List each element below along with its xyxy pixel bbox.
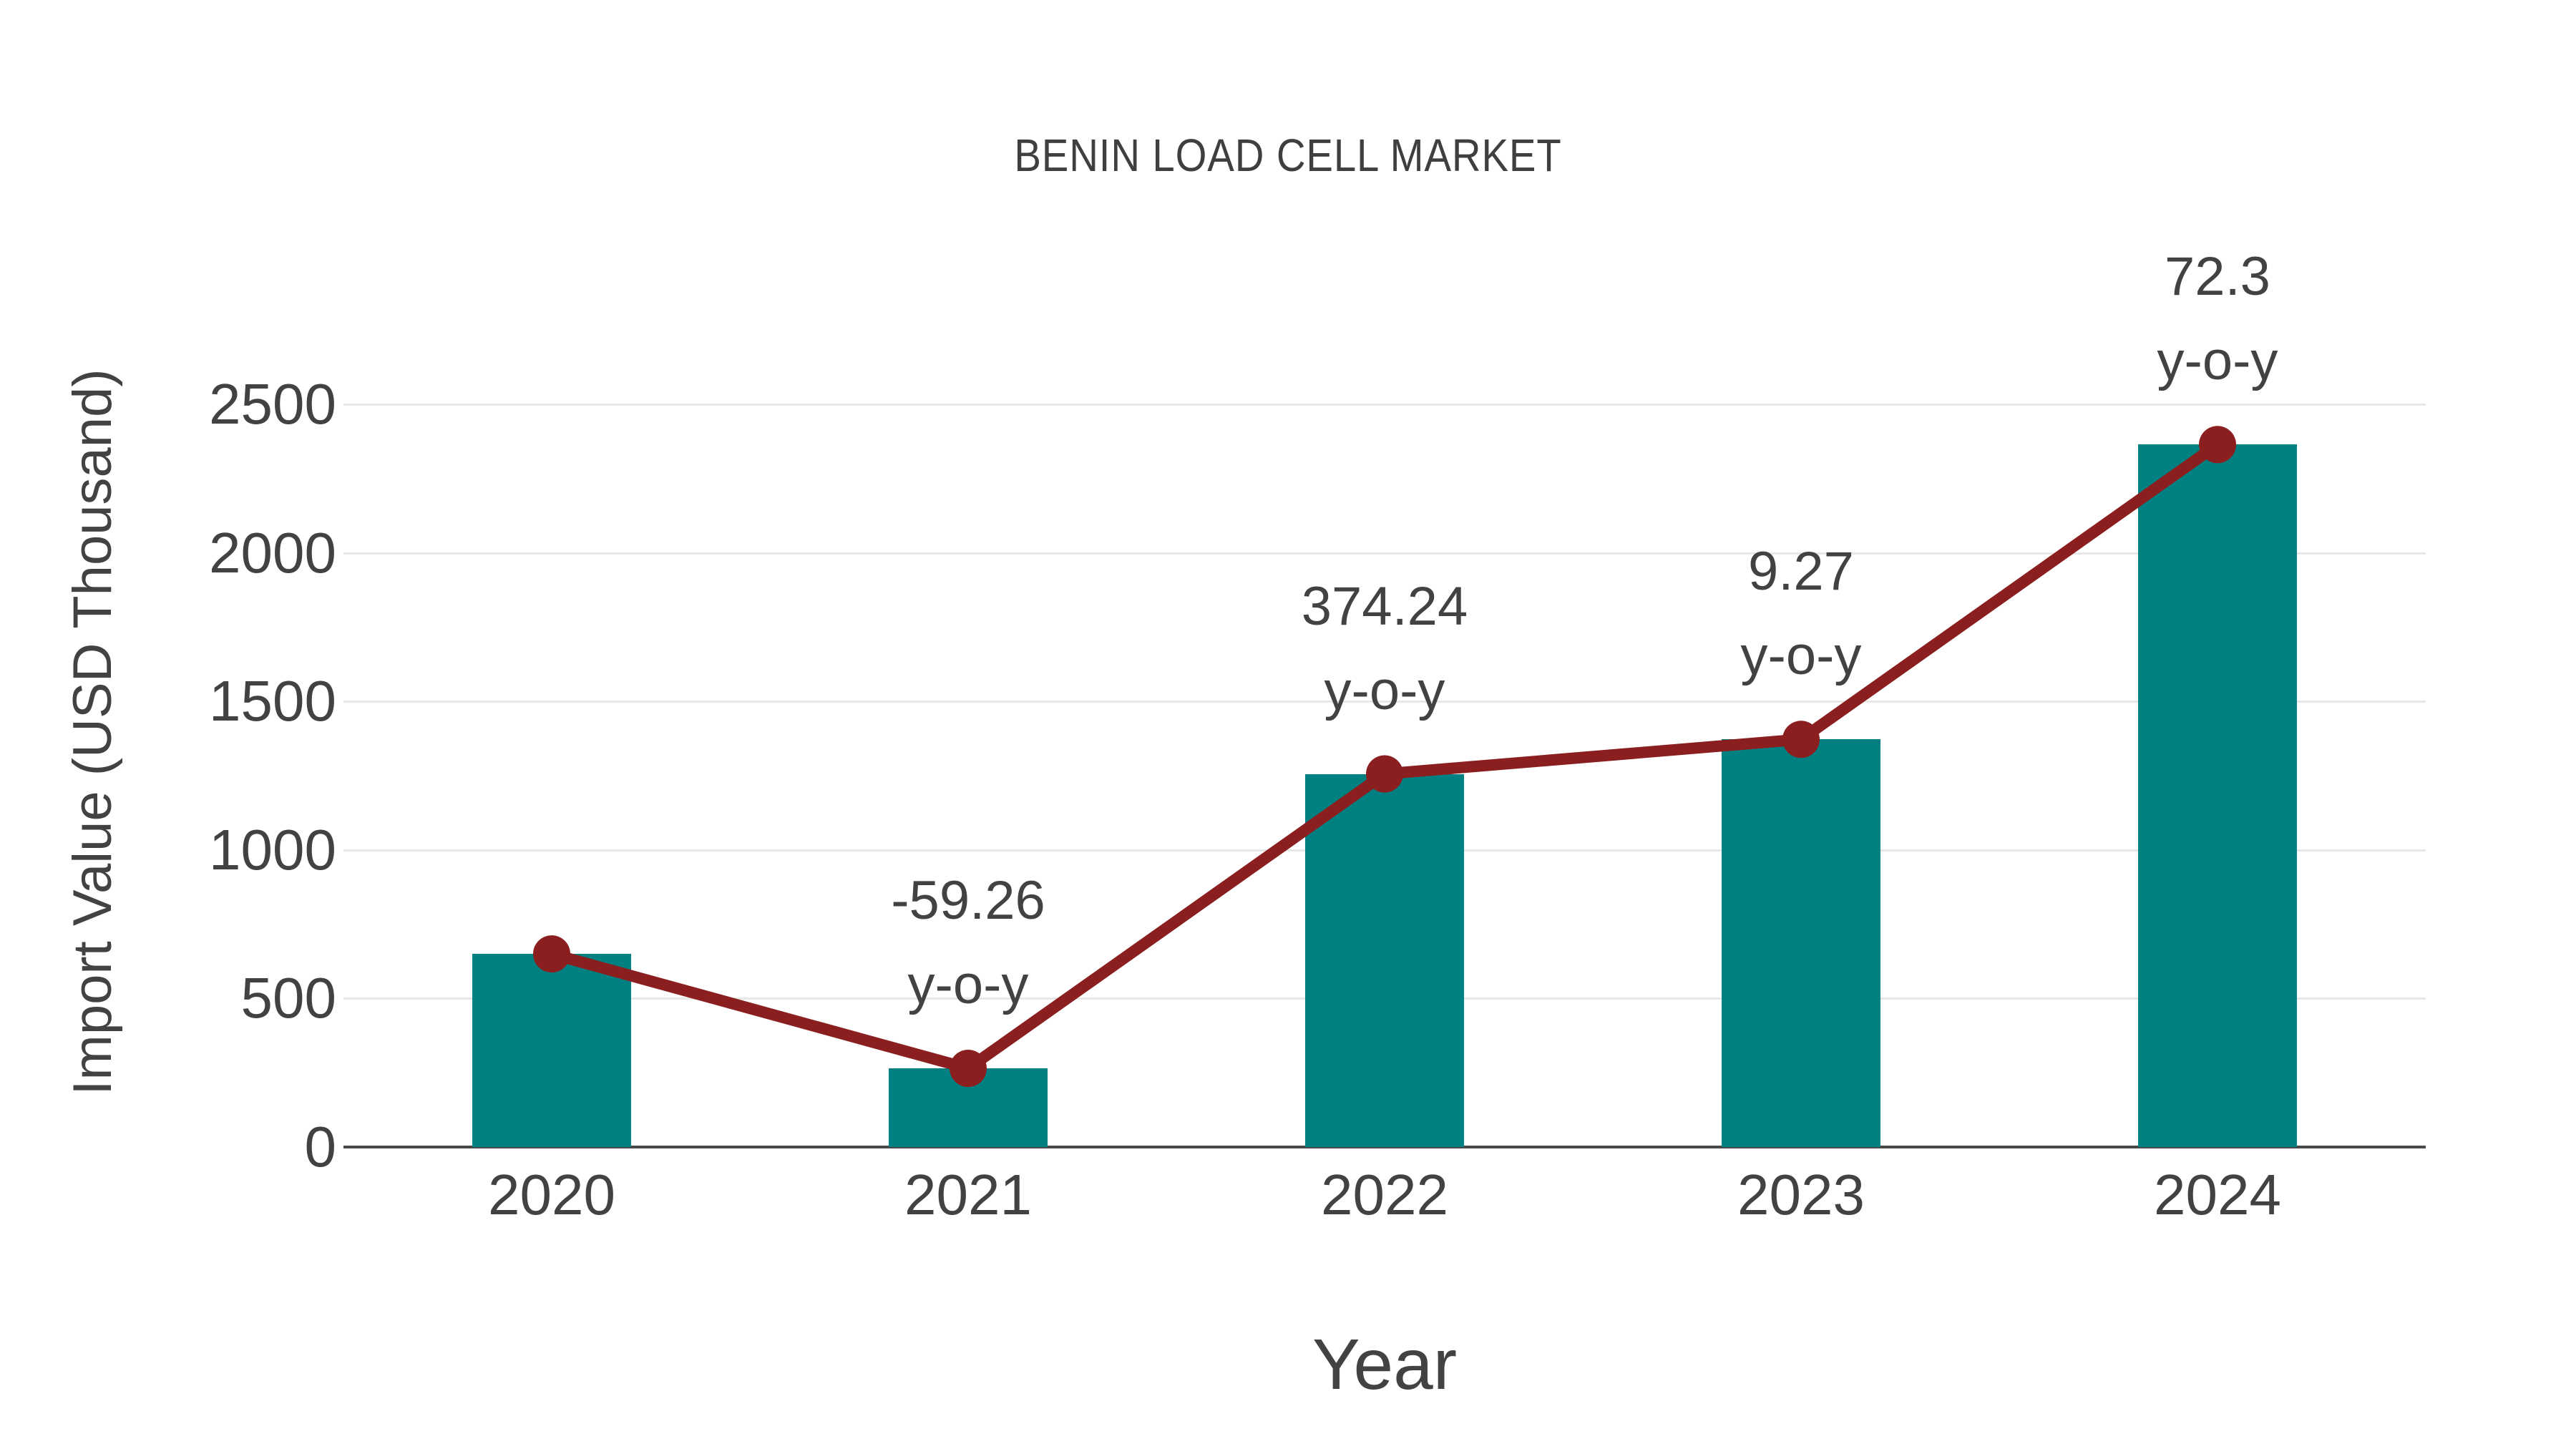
marker-2024: [2199, 426, 2236, 464]
y-tick-label-2500: 2500: [209, 372, 336, 436]
annotation-2023: 9.27 y-o-y: [1551, 530, 2051, 698]
plot-area: [343, 404, 2426, 1148]
gridline-2000: [343, 552, 2426, 555]
x-axis-line: [343, 1146, 2426, 1148]
bar-2022: [1305, 774, 1464, 1147]
marker-2022: [1366, 755, 1403, 793]
annotation-yoy-label: y-o-y: [2157, 331, 2278, 392]
x-tick-label-2020: 2020: [488, 1163, 615, 1226]
marker-2021: [950, 1050, 987, 1088]
annotation-value: 374.24: [1301, 575, 1468, 637]
marker-2023: [1782, 721, 1820, 758]
annotation-value: 9.27: [1748, 541, 1854, 602]
x-tick-label-2023: 2023: [1737, 1163, 1865, 1226]
marker-2020: [533, 935, 570, 973]
gridline-1500: [343, 701, 2426, 703]
annotation-yoy-label: y-o-y: [1324, 660, 1445, 721]
bar-2020: [472, 954, 631, 1147]
annotation-yoy-label: y-o-y: [907, 955, 1029, 1016]
x-tick-label-2022: 2022: [1321, 1163, 1448, 1226]
y-tick-label-1000: 1000: [209, 817, 336, 882]
gridline-2500: [343, 404, 2426, 406]
annotation-2024: 72.3 y-o-y: [1967, 235, 2468, 404]
annotation-value: -59.26: [891, 870, 1045, 932]
y-tick-label-0: 0: [304, 1115, 337, 1179]
annotation-yoy-label: y-o-y: [1740, 625, 1862, 687]
x-axis-title: Year: [1312, 1324, 1458, 1405]
annotation-value: 72.3: [2165, 246, 2270, 308]
y-tick-label-500: 500: [240, 966, 336, 1030]
bar-2024: [2138, 444, 2297, 1147]
y-tick-label-1500: 1500: [209, 669, 336, 733]
bar-2023: [1722, 739, 1880, 1147]
x-tick-label-2024: 2024: [2154, 1163, 2281, 1226]
chart-title: BENIN LOAD CELL MARKET: [1014, 130, 1562, 181]
y-tick-label-2000: 2000: [209, 520, 336, 585]
annotation-2022: 374.24 y-o-y: [1134, 565, 1635, 733]
annotation-2021: -59.26 y-o-y: [718, 859, 1219, 1028]
x-tick-label-2021: 2021: [904, 1163, 1032, 1226]
